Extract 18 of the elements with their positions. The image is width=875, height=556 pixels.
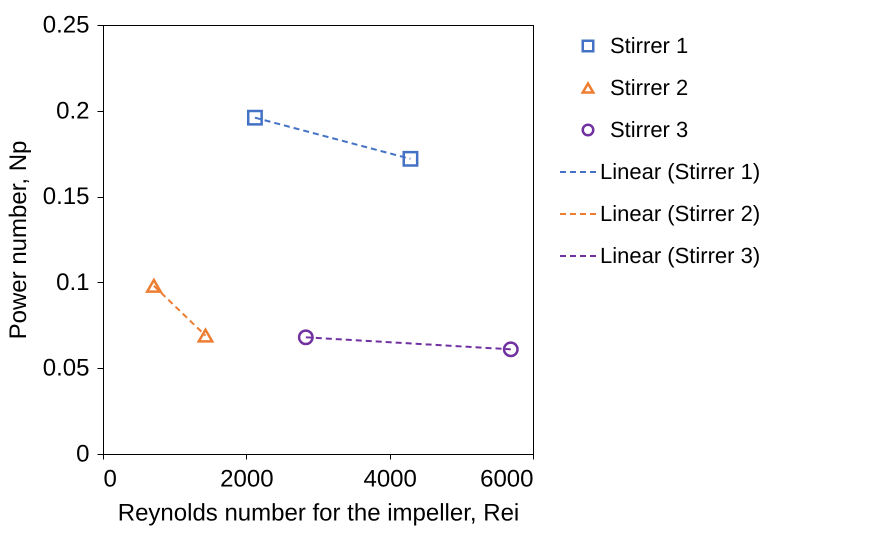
x-tick-label: 0 — [104, 466, 117, 492]
x-axis-title: Reynolds number for the impeller, Rei — [118, 500, 520, 526]
legend-label: Linear (Stirrer 2) — [600, 201, 760, 226]
y-tick-label: 0.2 — [56, 97, 90, 124]
x-tick-label: 2000 — [220, 466, 274, 492]
legend-label: Stirrer 2 — [610, 75, 688, 100]
y-tick-label: 0 — [76, 440, 90, 468]
legend-label: Stirrer 1 — [610, 33, 688, 58]
y-tick-label: 0.25 — [42, 12, 90, 38]
x-tick-label: 4000 — [363, 466, 417, 492]
y-tick-label: 0.05 — [42, 354, 90, 382]
y-axis-title: Power number, Np — [4, 140, 32, 340]
legend-label: Linear (Stirrer 3) — [600, 243, 760, 268]
x-tick-label: 6000 — [480, 466, 534, 492]
y-tick-label: 0.1 — [56, 268, 90, 296]
legend-label: Stirrer 3 — [610, 117, 688, 142]
y-tick-label: 0.15 — [42, 183, 90, 210]
legend-label: Linear (Stirrer 1) — [600, 159, 760, 184]
